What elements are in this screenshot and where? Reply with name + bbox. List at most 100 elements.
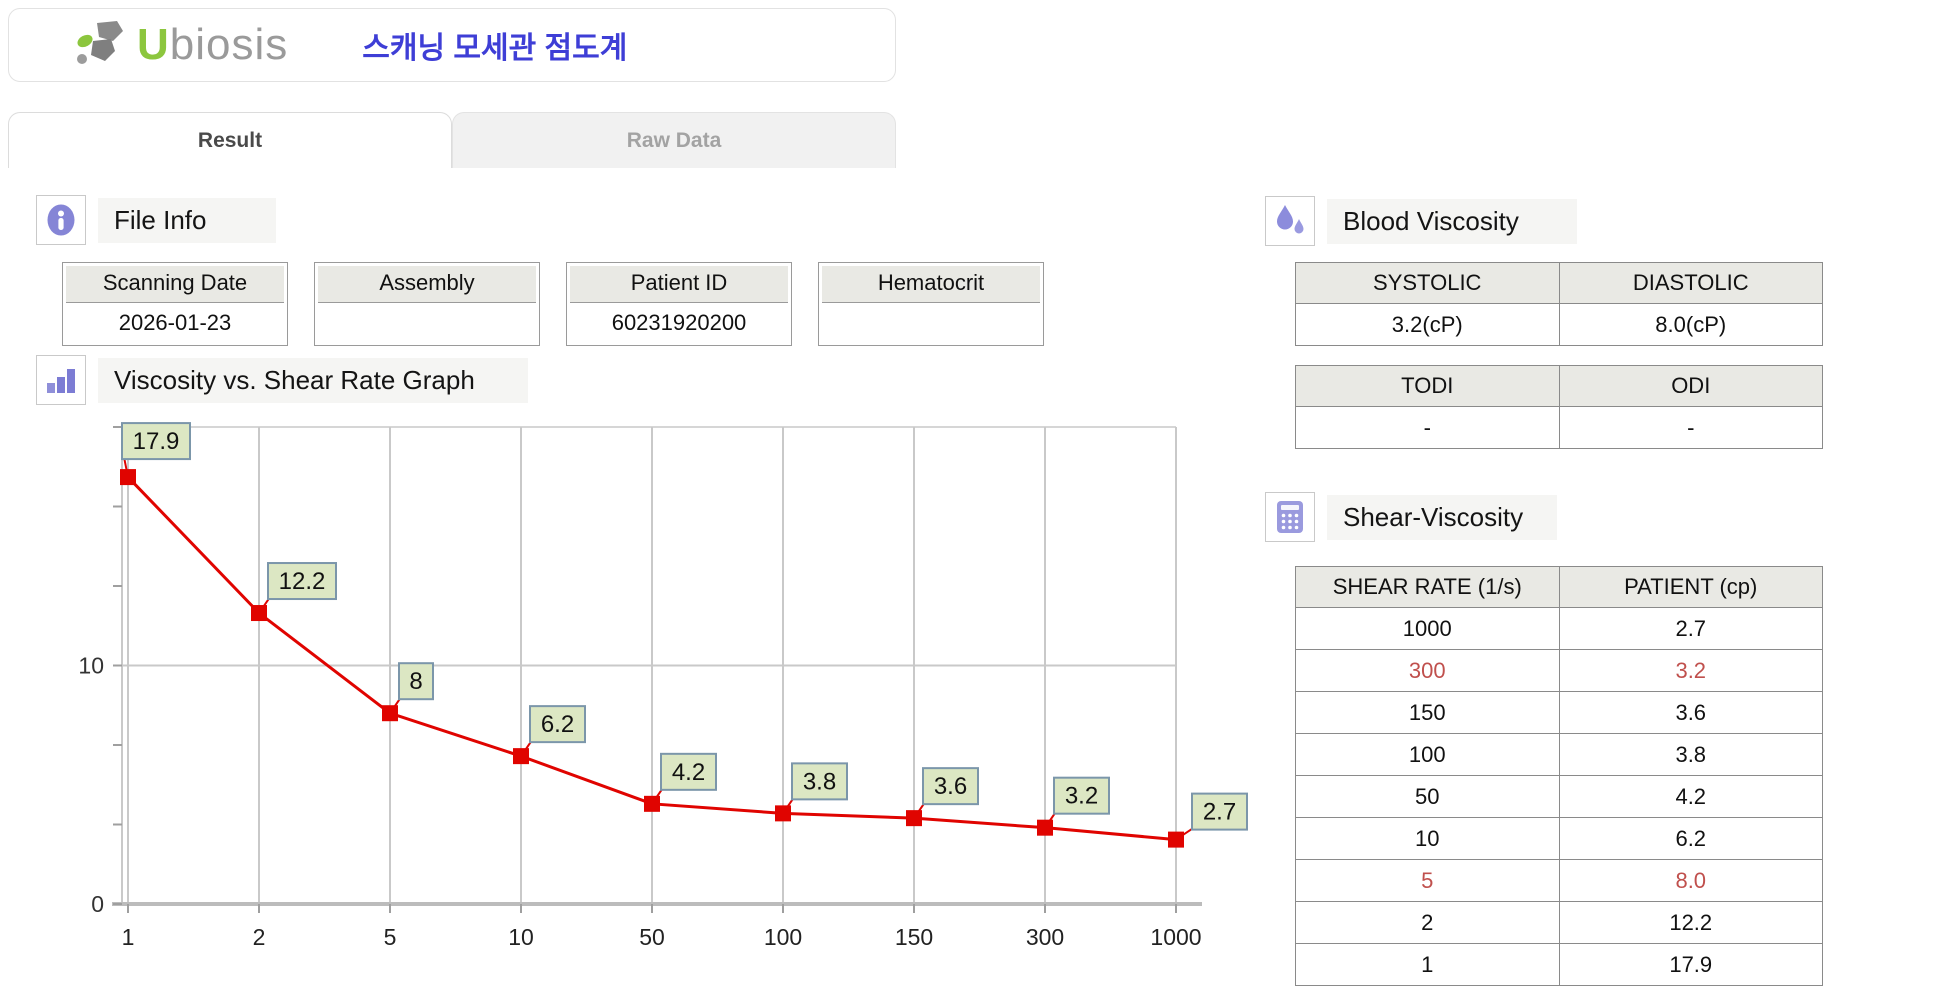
patient-cell: 17.9 — [1558, 943, 1823, 986]
chart-data-point — [1168, 831, 1184, 848]
table-row: 1000 2.7 — [1295, 607, 1823, 650]
blood-viscosity-title: Blood Viscosity — [1327, 198, 1577, 244]
odi-value: - — [1558, 406, 1823, 449]
chart-canvas: 0 10 1 2 5 10 50 100 150 300 1000 17.9 12.2 8 6.2 4.2 3.… — [78, 422, 1248, 950]
table-row: 2 12.2 — [1295, 901, 1823, 944]
chart-point-label-box — [660, 752, 717, 791]
chart-data-point — [775, 805, 791, 822]
file-info-section-header: File Info — [36, 195, 276, 245]
table-row: 150 3.6 — [1295, 691, 1823, 734]
y-axis-tick-label: 0 — [91, 891, 104, 917]
tab-result[interactable]: Result — [8, 112, 452, 168]
info-icon — [36, 195, 86, 245]
bar-chart-icon — [36, 355, 86, 405]
shear-rate-cell: 150 — [1295, 691, 1560, 734]
todi-odi-table: TODI ODI - - — [1295, 365, 1823, 449]
shear-viscosity-title: Shear-Viscosity — [1327, 494, 1557, 540]
chart-data-point — [644, 795, 660, 812]
file-info-fields: Scanning Date 2026-01-23 Assembly Patient I… — [62, 262, 1044, 346]
field-label: Hematocrit — [822, 266, 1040, 303]
shear-rate-cell: 2 — [1295, 901, 1560, 944]
tab-raw-data[interactable]: Raw Data — [452, 112, 896, 168]
table-row: 10 6.2 — [1295, 817, 1823, 860]
field-value: 60231920200 — [611, 310, 747, 335]
chart-point-label-box — [1191, 792, 1248, 831]
chart-point-label-box — [267, 562, 337, 601]
chart-point-label: 3.8 — [803, 768, 836, 795]
file-info-title: File Info — [98, 197, 276, 243]
viscosity-shear-chart: 0 10 1 2 5 10 50 100 150 300 1000 17.9 12.2 8 6.2 4.2 3.… — [58, 420, 1268, 965]
shear-rate-cell: 5 — [1295, 859, 1560, 902]
diastolic-header: DIASTOLIC — [1558, 262, 1823, 304]
patient-header: PATIENT (cp) — [1558, 566, 1823, 608]
calculator-icon — [1265, 492, 1315, 542]
chart-point-label: 4.2 — [672, 759, 705, 786]
patient-cell: 3.8 — [1558, 733, 1823, 776]
patient-cell: 4.2 — [1558, 775, 1823, 818]
file-info-field-hematocrit: Hematocrit — [818, 262, 1044, 346]
x-axis-tick-label: 100 — [764, 924, 802, 950]
field-value — [318, 303, 536, 339]
chart-point-label: 6.2 — [541, 711, 574, 738]
shear-rate-cell: 1 — [1295, 943, 1560, 986]
patient-cell: 2.7 — [1558, 607, 1823, 650]
chart-point-label: 3.2 — [1065, 783, 1098, 810]
shear-rate-cell: 100 — [1295, 733, 1560, 776]
ubiosis-logo: Ubiosis — [73, 19, 288, 71]
shear-viscosity-section-header: Shear-Viscosity — [1265, 492, 1557, 542]
chart-point-label: 8 — [409, 668, 422, 695]
file-info-field-patient-id: Patient ID 60231920200 — [566, 262, 792, 346]
patient-cell: 12.2 — [1558, 901, 1823, 944]
shear-rate-header: SHEAR RATE (1/s) — [1295, 566, 1560, 608]
x-axis-tick-label: 300 — [1026, 924, 1064, 950]
chart-point-label: 2.7 — [1203, 799, 1236, 826]
chart-point-label-box — [1053, 776, 1110, 815]
file-info-field-assembly: Assembly — [314, 262, 540, 346]
patient-cell: 8.0 — [1558, 859, 1823, 902]
chart-point-label-box — [922, 767, 979, 806]
patient-cell: 3.6 — [1558, 691, 1823, 734]
graph-section-header: Viscosity vs. Shear Rate Graph — [36, 355, 528, 405]
header-bar: Ubiosis 스캐닝 모세관 점도계 — [8, 8, 896, 82]
chart-point-label-box — [529, 705, 586, 744]
chart-point-label: 3.6 — [934, 773, 967, 800]
chart-point-label-box — [398, 662, 434, 701]
patient-cell: 3.2 — [1558, 649, 1823, 692]
chart-point-label-box — [121, 422, 191, 461]
table-row: 5 8.0 — [1295, 859, 1823, 902]
systolic-header: SYSTOLIC — [1295, 262, 1560, 304]
field-label: Assembly — [318, 266, 536, 303]
shear-rate-cell: 300 — [1295, 649, 1560, 692]
table-row: 100 3.8 — [1295, 733, 1823, 776]
droplets-icon — [1265, 196, 1315, 246]
systolic-diastolic-table: SYSTOLIC DIASTOLIC 3.2(cP) 8.0(cP) — [1295, 262, 1823, 346]
field-label: Patient ID — [570, 266, 788, 303]
shear-viscosity-table: SHEAR RATE (1/s) PATIENT (cp) 1000 2.7 300… — [1295, 566, 1823, 986]
table-row: 50 4.2 — [1295, 775, 1823, 818]
x-axis-tick-label: 1000 — [1150, 924, 1201, 950]
patient-cell: 6.2 — [1558, 817, 1823, 860]
table-row: 300 3.2 — [1295, 649, 1823, 692]
field-label: Scanning Date — [66, 266, 284, 303]
app-title: 스캐닝 모세관 점도계 — [362, 32, 628, 65]
blood-viscosity-section-header: Blood Viscosity — [1265, 196, 1577, 246]
y-axis-tick-label: 10 — [78, 653, 104, 679]
x-axis-tick-label: 150 — [895, 924, 933, 950]
x-axis-tick-label: 2 — [253, 924, 266, 950]
x-axis-tick-label: 10 — [508, 924, 534, 950]
chart-point-label: 12.2 — [279, 568, 326, 595]
todi-value: - — [1295, 406, 1560, 449]
table-row: 1 17.9 — [1295, 943, 1823, 986]
field-value — [822, 303, 1040, 339]
chart-data-point — [1037, 819, 1053, 836]
chart-data-point — [251, 605, 267, 622]
field-value: 2026-01-23 — [118, 310, 232, 335]
chart-data-point — [382, 705, 398, 722]
ubiosis-logo-icon — [77, 21, 123, 64]
chart-point-label: 17.9 — [133, 428, 180, 455]
shear-rate-cell: 50 — [1295, 775, 1560, 818]
ubiosis-logo-text: Ubiosis — [137, 20, 289, 69]
shear-rate-cell: 10 — [1295, 817, 1560, 860]
shear-rate-cell: 1000 — [1295, 607, 1560, 650]
